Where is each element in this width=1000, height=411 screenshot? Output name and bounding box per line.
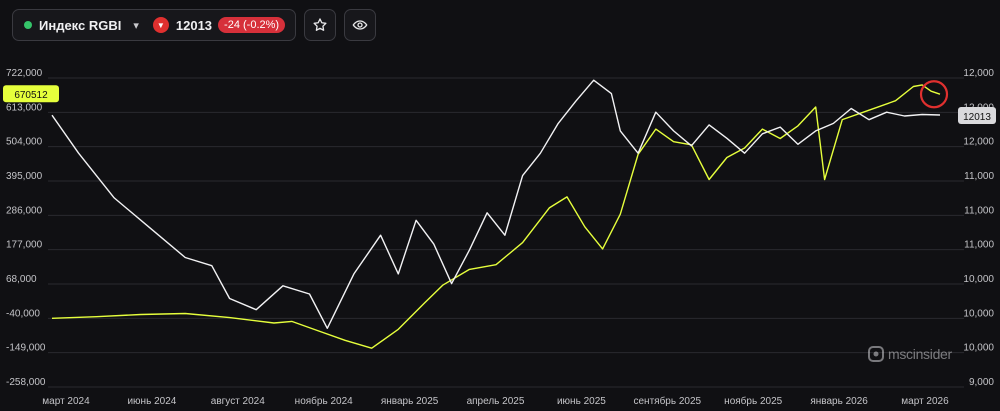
x-tick-label: август 2024 <box>211 396 265 407</box>
right-tick-label: 11,000 <box>964 171 994 182</box>
left-tick-label: 613,000 <box>6 102 43 113</box>
toolbar: Индекс RGBI ▾ ▼ 12013 -24 (-0.2%) <box>12 9 377 41</box>
left-tick-label: 395,000 <box>6 171 43 182</box>
status-dot <box>24 21 32 29</box>
left-tick-label: 68,000 <box>6 274 37 285</box>
ticker-selector[interactable]: Индекс RGBI ▾ ▼ 12013 -24 (-0.2%) <box>12 9 297 41</box>
right-tick-label: 10,000 <box>963 343 994 354</box>
right-value-label: 12013 <box>963 112 991 123</box>
series-line-1 <box>51 79 941 329</box>
x-tick-label: март 2024 <box>42 396 90 407</box>
x-tick-label: январь 2025 <box>381 396 439 407</box>
right-tick-label: 10,000 <box>963 274 994 285</box>
markers: 670512 12013 <box>3 80 996 124</box>
x-tick-label: январь 2026 <box>810 396 868 407</box>
right-tick-label: 9,000 <box>969 377 994 388</box>
star-icon <box>313 18 327 31</box>
brand-text: mscinsider <box>888 346 952 362</box>
left-tick-label: -40,000 <box>6 308 40 319</box>
right-tick-label: 12,000 <box>963 68 994 79</box>
right-tick-label: 11,000 <box>964 205 994 216</box>
left-tick-label: 722,000 <box>6 68 43 79</box>
x-tick-label: июнь 2024 <box>127 396 176 407</box>
x-tick-label: ноябрь 2024 <box>295 395 353 407</box>
left-value-marker <box>3 85 59 103</box>
right-tick-label: 10,000 <box>963 308 994 319</box>
highlight-circle <box>919 80 949 109</box>
favorite-button[interactable] <box>304 9 337 41</box>
grid <box>48 77 964 388</box>
left-tick-label: 286,000 <box>6 205 43 216</box>
x-tick-label: апрель 2025 <box>467 396 525 407</box>
current-price: 12013 <box>175 17 213 33</box>
left-tick-label: 177,000 <box>6 240 43 251</box>
right-tick-label: 11,000 <box>964 240 994 251</box>
price-change-badge: -24 (-0.2%) <box>218 17 286 33</box>
series-line-0 <box>51 84 941 349</box>
triangle-down-icon: ▼ <box>152 17 169 33</box>
right-value-marker <box>958 107 996 124</box>
brand-watermark: mscinsider <box>868 346 952 362</box>
left-axis: 722,000 613,000 504,000 395,000 286,000 177,0… <box>6 68 46 388</box>
x-tick-label: март 2026 <box>901 396 949 407</box>
x-tick-label: ноябрь 2025 <box>724 395 782 407</box>
left-value-label: 670512 <box>14 90 48 101</box>
eye-icon <box>352 20 368 30</box>
left-tick-label: -258,000 <box>6 377 46 388</box>
x-tick-label: июнь 2025 <box>557 396 606 407</box>
right-tick-label: 12,000 <box>963 137 994 148</box>
x-tick-label: сентябрь 2025 <box>633 395 701 407</box>
series-layer <box>51 79 941 349</box>
left-tick-label: 504,000 <box>6 137 43 148</box>
x-axis: март 2024 июнь 2024 август 2024 ноябрь 2024… <box>42 395 949 407</box>
brand-logo-icon <box>868 346 884 362</box>
watch-button[interactable] <box>344 9 377 41</box>
chevron-down-icon[interactable]: ▾ <box>133 19 139 32</box>
left-tick-label: -149,000 <box>6 343 46 354</box>
ticker-name: Индекс RGBI <box>39 17 122 33</box>
